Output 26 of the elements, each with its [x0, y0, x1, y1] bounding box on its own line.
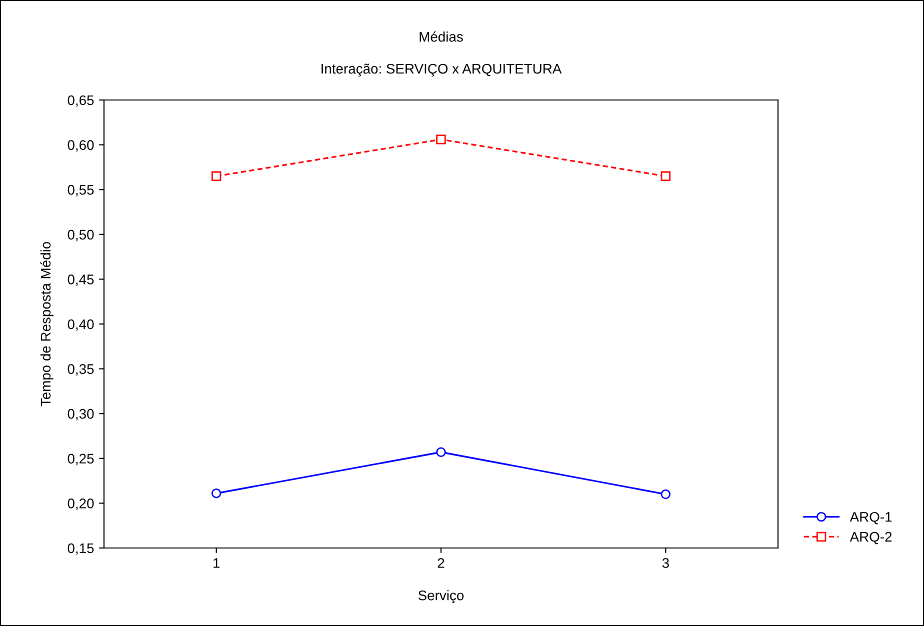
x-tick-label: 2 [438, 558, 444, 568]
chart-title: Médias [420, 31, 463, 42]
y-axis-title: Tempo de Resposta Médio [40, 242, 54, 406]
point [436, 447, 446, 457]
point [660, 489, 671, 500]
y-tick-label: 0,15 [68, 543, 94, 555]
y-tick-label: 0,20 [68, 498, 94, 510]
legend-label: ARQ-2 [850, 532, 892, 544]
y-tick-label: 0,40 [68, 319, 94, 331]
y-tick-label: 0,30 [68, 408, 94, 420]
x-tick-label: 3 [662, 558, 669, 568]
y-tick-label: 0,45 [68, 274, 94, 286]
y-tick-label: 0,65 [68, 95, 94, 107]
point [211, 488, 222, 498]
chart-subtitle: Interação: SERVIÇO x ARQUITETURA [322, 64, 562, 76]
legend-label: ARQ-1 [850, 512, 892, 524]
y-tick-label: 0,25 [68, 454, 94, 466]
y-tick-label: 0,60 [68, 140, 94, 152]
point [211, 171, 222, 182]
y-tick-label: 0,50 [68, 230, 94, 242]
x-axis-title: Serviço [418, 590, 464, 604]
point [660, 171, 671, 182]
point [436, 134, 446, 144]
y-tick-label: 0,35 [68, 364, 94, 376]
x-tick-label: 1 [214, 558, 220, 568]
y-tick-label: 0,55 [68, 184, 94, 196]
